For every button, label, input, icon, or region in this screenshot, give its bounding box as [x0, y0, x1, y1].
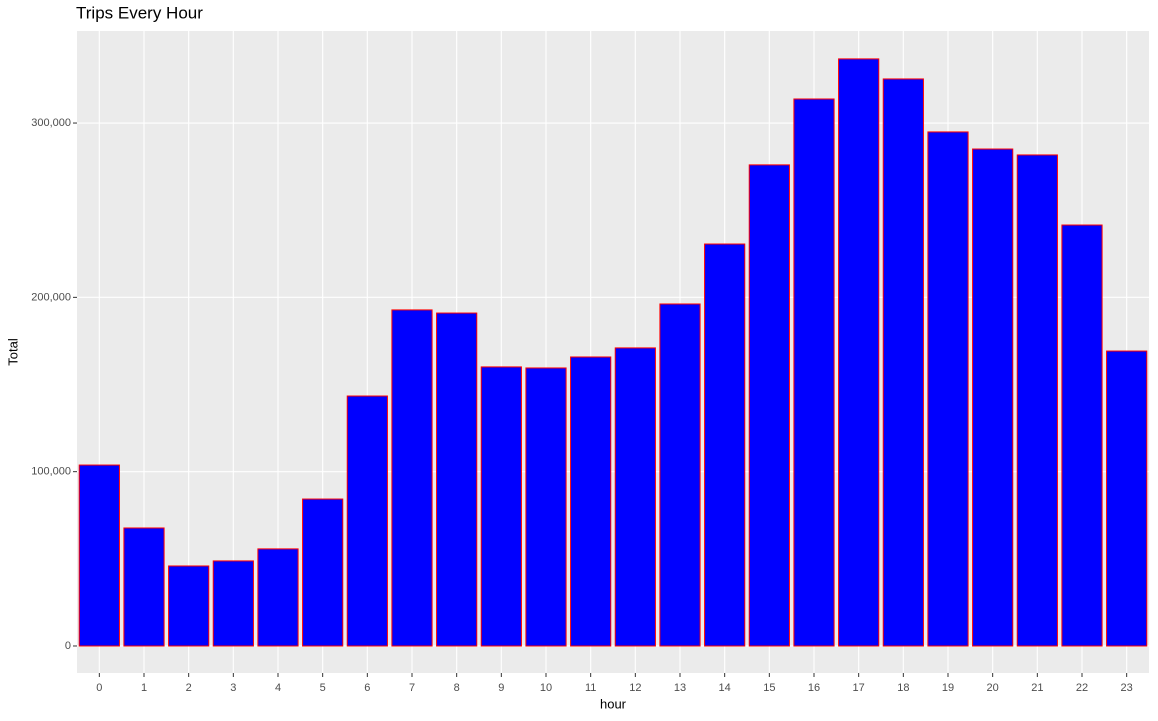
bar [927, 131, 969, 647]
x-tick-label: 1 [141, 682, 147, 694]
y-tick-label: 300,000 [31, 117, 71, 129]
bar [793, 98, 835, 647]
x-tick-label: 15 [763, 682, 775, 694]
bar [838, 58, 880, 647]
bar [346, 395, 388, 647]
bar [570, 356, 612, 647]
bar [391, 309, 433, 647]
x-tick-label: 7 [409, 682, 415, 694]
x-tick-label: 8 [454, 682, 460, 694]
bar [704, 243, 746, 647]
x-tick-label: 17 [853, 682, 865, 694]
x-tick-label: 4 [275, 682, 281, 694]
x-tick-label: 23 [1121, 682, 1133, 694]
bar [659, 303, 701, 647]
x-tick-label: 14 [719, 682, 731, 694]
bar [525, 367, 567, 647]
bar [436, 312, 478, 647]
x-tick-label: 16 [808, 682, 820, 694]
x-tick-label: 2 [186, 682, 192, 694]
bar [882, 78, 924, 647]
x-axis-title: hour [600, 696, 627, 711]
y-tick-label: 0 [65, 640, 71, 652]
bar [212, 560, 254, 647]
bar [972, 148, 1014, 647]
x-tick-label: 18 [897, 682, 909, 694]
x-tick-label: 6 [364, 682, 370, 694]
chart-title: Trips Every Hour [76, 3, 203, 22]
x-tick-label: 3 [230, 682, 236, 694]
bar [257, 548, 299, 647]
bar [748, 164, 790, 647]
bar [480, 366, 522, 647]
x-tick-label: 20 [987, 682, 999, 694]
x-tick-label: 12 [629, 682, 641, 694]
x-tick-label: 21 [1031, 682, 1043, 694]
x-tick-label: 22 [1076, 682, 1088, 694]
bar [1106, 350, 1148, 647]
y-tick-label: 100,000 [31, 466, 71, 478]
x-tick-label: 10 [540, 682, 552, 694]
x-tick-label: 5 [320, 682, 326, 694]
bar [614, 347, 656, 647]
y-tick-label: 200,000 [31, 291, 71, 303]
bar [302, 498, 344, 647]
bar [123, 527, 165, 647]
x-tick-label: 9 [498, 682, 504, 694]
bar [168, 565, 210, 647]
x-tick-label: 19 [942, 682, 954, 694]
bar [1061, 224, 1103, 647]
x-tick-label: 13 [674, 682, 686, 694]
bar [78, 464, 120, 647]
x-tick-label: 0 [96, 682, 102, 694]
x-tick-label: 11 [585, 682, 596, 694]
bar [1016, 154, 1058, 647]
panel [77, 31, 1149, 673]
y-axis-title: Total [5, 338, 20, 366]
